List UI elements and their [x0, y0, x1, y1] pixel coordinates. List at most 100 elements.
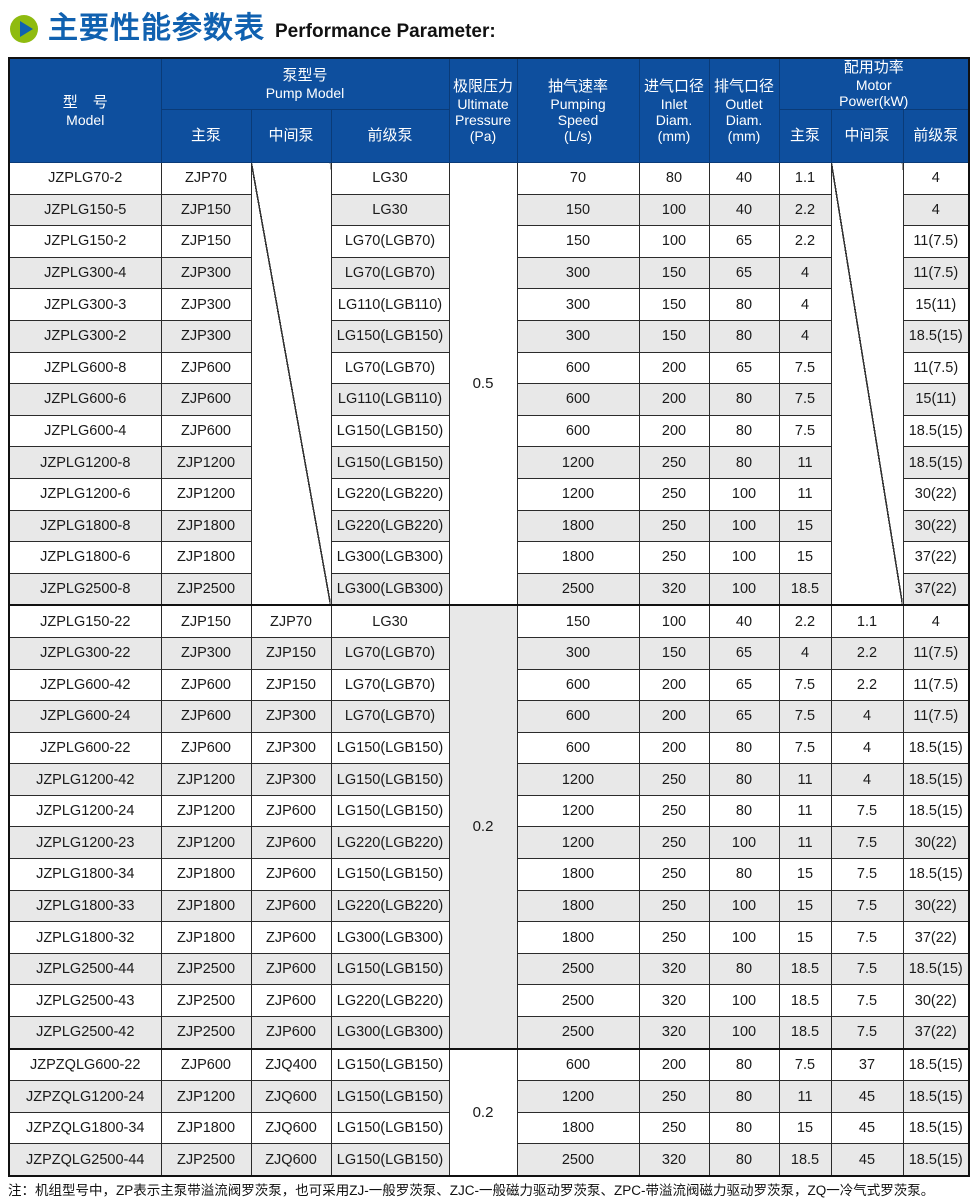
- cell-power-main: 18.5: [778, 984, 832, 1018]
- cell-power-main: 2.2: [778, 193, 832, 227]
- cell-mid-pump: ZJP600: [250, 826, 332, 860]
- table-row: JZPLG1800-33 ZJP1800 ZJP600 LG220(LGB220) 18…: [8, 889, 970, 923]
- cell-mid-pump: ZJP600: [250, 984, 332, 1018]
- cell-outlet-diam: 100: [708, 826, 780, 860]
- cell-power-mid: 7.5: [830, 889, 904, 923]
- cell-inlet-diam: 200: [638, 383, 710, 416]
- cell-power-mid: 45: [830, 1143, 904, 1177]
- cell-pumping-speed: 70: [516, 162, 640, 195]
- cell-fore-pump: LG150(LGB150): [330, 1047, 450, 1082]
- cell-pumping-speed: 1800: [516, 921, 640, 954]
- cell-outlet-diam: 65: [708, 225, 780, 258]
- cell-power-main: 7.5: [778, 700, 832, 733]
- cell-inlet-diam: 320: [638, 1143, 710, 1177]
- cell-power-main: 4: [778, 636, 832, 670]
- cell-fore-pump: LG70(LGB70): [330, 636, 450, 670]
- cell-power-fore: 37(22): [902, 921, 970, 954]
- cell-mid-pump: ZJP600: [250, 952, 332, 986]
- cell-fore-pump: LG150(LGB150): [330, 952, 450, 986]
- cell-outlet-diam: 65: [708, 636, 780, 670]
- cell-power-mid: 45: [830, 1080, 904, 1113]
- cell-ultimate-pressure: 0.5: [448, 162, 518, 606]
- cell-power-main: 18.5: [778, 572, 832, 606]
- table-row: JZPLG300-22 ZJP300 ZJP150 LG70(LGB70) 300 150…: [8, 636, 970, 670]
- cell-main-pump: ZJP1200: [160, 1080, 252, 1113]
- cell-fore-pump: LG220(LGB220): [330, 826, 450, 860]
- cell-main-pump: ZJP2500: [160, 1016, 252, 1050]
- cell-main-pump: ZJP1800: [160, 858, 252, 891]
- cell-fore-pump: LG220(LGB220): [330, 889, 450, 923]
- cell-fore-pump: LG150(LGB150): [330, 414, 450, 448]
- cell-fore-pump: LG70(LGB70): [330, 700, 450, 733]
- cell-pumping-speed: 300: [516, 256, 640, 290]
- cell-model: JZPLG2500-44: [8, 952, 162, 986]
- header-motor-power-group: 配用功率 Motor Power(kW): [778, 57, 970, 110]
- cell-model: JZPLG2500-42: [8, 1016, 162, 1050]
- cell-fore-pump: LG300(LGB300): [330, 541, 450, 574]
- cell-fore-pump: LG300(LGB300): [330, 1016, 450, 1050]
- cell-fore-pump: LG150(LGB150): [330, 1111, 450, 1145]
- page-title-en: Performance Parameter:: [275, 20, 496, 42]
- cell-outlet-diam: 100: [708, 477, 780, 511]
- cell-model: JZPZQLG1200-24: [8, 1080, 162, 1113]
- cell-outlet-diam: 80: [708, 446, 780, 479]
- cell-model: JZPLG1800-6: [8, 541, 162, 574]
- cell-model: JZPLG300-22: [8, 636, 162, 670]
- header-power-main-pump: 主泵: [778, 109, 832, 163]
- cell-pumping-speed: 600: [516, 351, 640, 385]
- cell-main-pump: ZJP300: [160, 636, 252, 670]
- cell-main-pump: ZJP600: [160, 351, 252, 385]
- cell-pumping-speed: 1200: [516, 763, 640, 796]
- cell-inlet-diam: 150: [638, 288, 710, 321]
- cell-main-pump: ZJP2500: [160, 1143, 252, 1177]
- cell-power-mid: 7.5: [830, 921, 904, 954]
- cell-inlet-diam: 250: [638, 541, 710, 574]
- header-pump-model-group: 泵型号 Pump Model: [160, 57, 450, 110]
- cell-power-fore: 11(7.5): [902, 668, 970, 702]
- cell-fore-pump: LG300(LGB300): [330, 921, 450, 954]
- cell-inlet-diam: 320: [638, 952, 710, 986]
- cell-power-main: 11: [778, 1080, 832, 1113]
- cell-power-main: 4: [778, 288, 832, 321]
- cell-model: JZPLG300-2: [8, 319, 162, 353]
- cell-outlet-diam: 80: [708, 1111, 780, 1145]
- cell-model: JZPLG1800-33: [8, 889, 162, 923]
- cell-mid-pump: ZJQ600: [250, 1080, 332, 1113]
- cell-mid-pump: ZJP300: [250, 763, 332, 796]
- table-row: JZPLG150-22 ZJP150 ZJP70 LG30 0.2 150 100 40 2.2…: [8, 604, 970, 1050]
- cell-outlet-diam: 65: [708, 351, 780, 385]
- cell-model: JZPLG1200-42: [8, 763, 162, 796]
- cell-power-mid: 37: [830, 1047, 904, 1082]
- cell-pumping-speed: 1800: [516, 509, 640, 543]
- cell-ultimate-pressure: 0.2: [448, 1047, 518, 1177]
- cell-pumping-speed: 1200: [516, 477, 640, 511]
- cell-inlet-diam: 100: [638, 193, 710, 227]
- cell-power-fore: 18.5(15): [902, 1047, 970, 1082]
- cell-power-fore: 11(7.5): [902, 256, 970, 290]
- cell-power-fore: 4: [902, 193, 970, 227]
- cell-mid-pump: ZJQ600: [250, 1143, 332, 1177]
- page-title-zh: 主要性能参数表: [48, 12, 265, 45]
- cell-mid-pump: ZJP600: [250, 794, 332, 828]
- cell-outlet-diam: 100: [708, 1016, 780, 1050]
- cell-inlet-diam: 200: [638, 731, 710, 765]
- cell-power-fore: 18.5(15): [902, 319, 970, 353]
- cell-power-fore: 18.5(15): [902, 414, 970, 448]
- table-header: 型 号 Model 泵型号 Pump Model 极限压力 Ultimate P…: [8, 57, 970, 163]
- cell-main-pump: ZJP150: [160, 225, 252, 258]
- table-row: JZPLG2500-42 ZJP2500 ZJP600 LG300(LGB300) 25…: [8, 1016, 970, 1050]
- cell-model: JZPLG1200-23: [8, 826, 162, 860]
- page-title: 主要性能参数表 Performance Parameter:: [10, 9, 976, 49]
- header-power-mid-pump: 中间泵: [830, 109, 904, 163]
- cell-power-main: 7.5: [778, 668, 832, 702]
- cell-pumping-speed: 600: [516, 731, 640, 765]
- cell-inlet-diam: 200: [638, 351, 710, 385]
- cell-pumping-speed: 1800: [516, 1111, 640, 1145]
- cell-power-fore: 18.5(15): [902, 763, 970, 796]
- cell-outlet-diam: 80: [708, 763, 780, 796]
- cell-power-main: 15: [778, 541, 832, 574]
- cell-power-mid: 7.5: [830, 984, 904, 1018]
- cell-power-fore: 4: [902, 604, 970, 638]
- cell-power-main: 18.5: [778, 952, 832, 986]
- cell-pumping-speed: 1800: [516, 858, 640, 891]
